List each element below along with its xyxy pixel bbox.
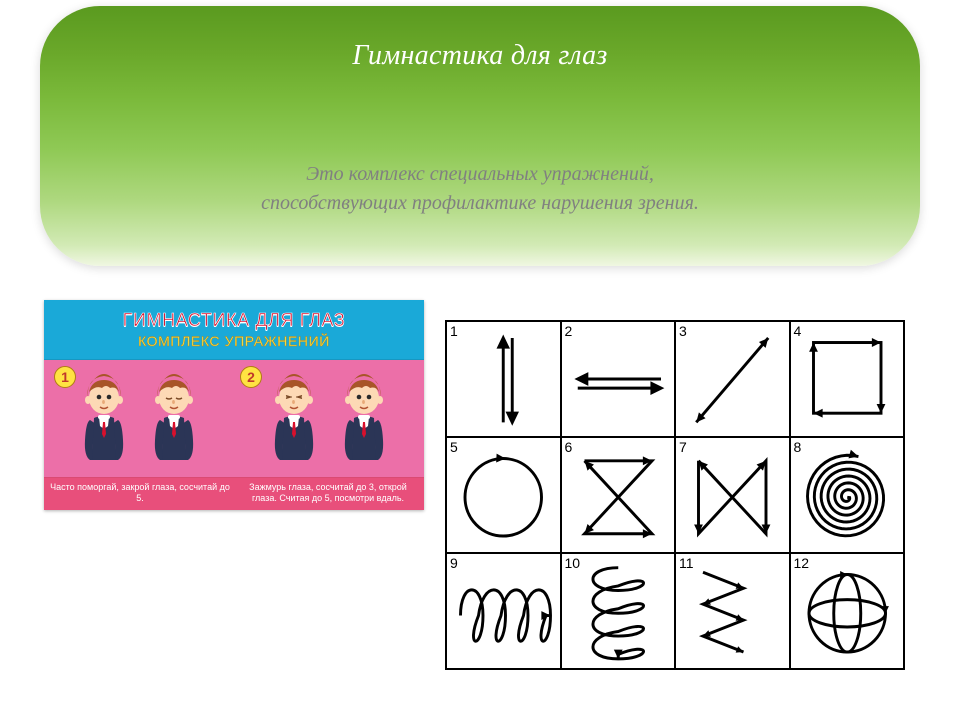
grid-cell-12: 12 (790, 553, 905, 669)
exercise-card-subtitle: КОМПЛЕКС УПРАЖНЕНИЙ (138, 333, 330, 349)
grid-cell-10: 10 (561, 553, 676, 669)
kid-icon (332, 368, 396, 462)
exercise-card-title: ГИМНАСТИКА ДЛЯ ГЛАЗ (123, 310, 346, 331)
exercise-caption-1: Часто поморгай, закрой глаза, сосчитай д… (46, 482, 234, 505)
grid-cell-3: 3 (675, 321, 790, 437)
kid-icon (142, 368, 206, 462)
grid-cell-9: 9 (446, 553, 561, 669)
grid-cell-5: 5 (446, 437, 561, 553)
page-title: Гимнастика для глаз (40, 40, 920, 72)
grid-cell-2: 2 (561, 321, 676, 437)
subtitle-line-2: способствующих профилактике нарушения зр… (261, 192, 699, 214)
kid-icon (262, 368, 326, 462)
grid-cell-11: 11 (675, 553, 790, 669)
eye-movement-grid: 123456789101112 (445, 320, 905, 670)
grid-cell-7: 7 (675, 437, 790, 553)
exercise-card-header: ГИМНАСТИКА ДЛЯ ГЛАЗ КОМПЛЕКС УПРАЖНЕНИЙ (44, 300, 424, 360)
grid-cell-8: 8 (790, 437, 905, 553)
subtitle-line-1: Это комплекс специальных упражнений, (306, 163, 654, 185)
grid-cell-1: 1 (446, 321, 561, 437)
exercise-caption-2: Зажмурь глаза, сосчитай до 3, открой гла… (234, 482, 422, 505)
grid-cell-6: 6 (561, 437, 676, 553)
exercise-card: ГИМНАСТИКА ДЛЯ ГЛАЗ КОМПЛЕКС УПРАЖНЕНИЙ … (44, 300, 424, 510)
exercise-badge-1: 1 (54, 366, 76, 388)
page-subtitle: Это комплекс специальных упражнений, спо… (40, 160, 920, 218)
kid-icon (72, 368, 136, 462)
grid-cell-4: 4 (790, 321, 905, 437)
exercise-col-2 (234, 360, 424, 477)
exercise-badge-2: 2 (240, 366, 262, 388)
header-card: Гимнастика для глаз Это комплекс специал… (40, 6, 920, 266)
exercise-card-body: 1 2 (44, 360, 424, 477)
exercise-card-footer: Часто поморгай, закрой глаза, сосчитай д… (44, 477, 424, 511)
